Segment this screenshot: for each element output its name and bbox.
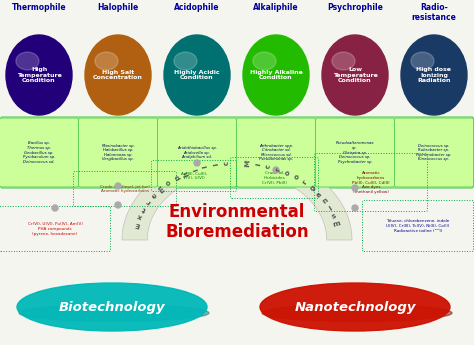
Ellipse shape <box>6 35 72 115</box>
Text: e: e <box>151 191 158 198</box>
Circle shape <box>115 202 121 208</box>
Text: h: h <box>182 169 190 177</box>
Ellipse shape <box>322 35 388 115</box>
Text: Arthrobacter spp.
Citrobacter sd.
Micrococcus sd.
Pseudomonas sp.: Arthrobacter spp. Citrobacter sd. Microc… <box>259 144 293 161</box>
Text: Acidophile: Acidophile <box>174 3 220 12</box>
Text: Marinobacter sp.
Halobacillus sp.
Halomonas sp.
Vergibacillus sp.: Marinobacter sp. Halobacillus sp. Halomo… <box>101 144 135 161</box>
Text: r: r <box>301 179 309 186</box>
FancyBboxPatch shape <box>1 117 473 188</box>
Text: As(III), Cu(II),
V(V), U(VI): As(III), Cu(II), V(V), U(VI) <box>181 172 207 180</box>
Text: c: c <box>223 161 229 165</box>
Circle shape <box>273 167 279 173</box>
Text: o: o <box>284 169 292 176</box>
Text: Nanotechnology: Nanotechnology <box>294 300 416 314</box>
Text: High Salt
Concentration: High Salt Concentration <box>93 70 143 80</box>
Text: Crude oil, diesel, jet fuel
Aromatic hydrocarbons: Crude oil, diesel, jet fuel Aromatic hyd… <box>100 185 150 193</box>
Text: m: m <box>156 183 166 193</box>
Ellipse shape <box>253 52 276 70</box>
FancyBboxPatch shape <box>316 118 394 187</box>
Text: High dose
Ionizing
Radiation: High dose Ionizing Radiation <box>417 67 452 83</box>
Text: M: M <box>245 159 251 167</box>
Ellipse shape <box>243 35 309 115</box>
Text: Biotechnology: Biotechnology <box>59 300 165 314</box>
Circle shape <box>352 205 358 211</box>
Text: o: o <box>293 174 301 181</box>
Text: n: n <box>321 197 329 205</box>
Text: Highly Acidic
Condition: Highly Acidic Condition <box>174 70 220 80</box>
Text: g: g <box>309 184 317 192</box>
Text: l: l <box>202 165 209 168</box>
Text: Psychrophile: Psychrophile <box>327 3 383 12</box>
Text: i: i <box>255 162 261 166</box>
Text: Halophile: Halophile <box>97 3 138 12</box>
FancyBboxPatch shape <box>79 118 157 187</box>
Text: Radio-
resistance: Radio- resistance <box>411 3 456 22</box>
Ellipse shape <box>174 52 197 70</box>
Ellipse shape <box>332 52 355 70</box>
Text: Alkaliphile: Alkaliphile <box>253 3 299 12</box>
Text: r: r <box>275 167 282 172</box>
Text: Low
Temperature
Condition: Low Temperature Condition <box>333 67 377 83</box>
Text: i: i <box>213 162 219 166</box>
Ellipse shape <box>19 305 209 322</box>
Text: a: a <box>316 191 323 198</box>
Text: o: o <box>165 179 173 186</box>
Text: Thermophile: Thermophile <box>12 3 66 12</box>
Ellipse shape <box>16 52 39 70</box>
Ellipse shape <box>401 35 467 115</box>
Text: Aromatic
hydrocarbons
Pb(II), Cu(II), Cd(II)
Azo dyes
(methanil yellow): Aromatic hydrocarbons Pb(II), Cu(II), Cd… <box>352 171 390 194</box>
Text: s: s <box>330 213 337 220</box>
FancyBboxPatch shape <box>0 118 79 187</box>
Text: Cr(VI), U(VI), Pu(IV), Am(V)
PHA compounds
(pyrene, hexadecane): Cr(VI), U(VI), Pu(IV), Am(V) PHA compoun… <box>27 223 82 236</box>
Text: Bacillus sp.
Thermus sp.
Geobacillus sp.
Pyrobaculum sp.
Deinococcus sd.: Bacillus sp. Thermus sp. Geobacillus sp.… <box>23 141 55 164</box>
FancyBboxPatch shape <box>157 118 237 187</box>
Text: i: i <box>328 205 333 212</box>
Text: r: r <box>146 198 152 205</box>
Circle shape <box>52 205 58 211</box>
Text: Environmental
Bioremediation: Environmental Bioremediation <box>165 203 309 242</box>
Text: x: x <box>137 213 144 220</box>
Ellipse shape <box>411 52 434 70</box>
Text: c: c <box>265 164 272 169</box>
Text: Toluene, chlorobenzene, indole
U(IV), Cr(III), Tc(IV), Ni(II), Co(II)
Radioactiv: Toluene, chlorobenzene, indole U(IV), Cr… <box>386 219 450 233</box>
Circle shape <box>194 160 200 166</box>
Ellipse shape <box>17 283 207 331</box>
Text: Highly Alkaline
Condition: Highly Alkaline Condition <box>250 70 302 80</box>
Ellipse shape <box>164 35 230 115</box>
Ellipse shape <box>95 52 118 70</box>
Text: High
Temperature
Condition: High Temperature Condition <box>17 67 62 83</box>
Text: Acidothiobacillus sp.
Acidocella sp.
Acidiphilium sd.: Acidothiobacillus sp. Acidocella sp. Aci… <box>177 146 217 159</box>
Polygon shape <box>122 152 352 240</box>
Text: m: m <box>332 220 341 228</box>
Text: t: t <box>141 205 147 212</box>
FancyBboxPatch shape <box>394 118 474 187</box>
Circle shape <box>115 183 121 189</box>
Text: Deinococcus sp.
Rubrobacter sp.
Hymenobacter sp.
Kineococcus sp.: Deinococcus sp. Rubrobacter sp. Hymenoba… <box>416 144 452 161</box>
Text: E: E <box>134 220 141 227</box>
Text: p: p <box>173 174 181 181</box>
Ellipse shape <box>260 283 450 331</box>
Circle shape <box>352 185 358 191</box>
Ellipse shape <box>262 305 452 322</box>
Text: i: i <box>192 167 199 171</box>
Text: Pseudoalteromonas
sp.
Gleispira sp.
Deinococcus sp.
Psychrobacter sp.: Pseudoalteromonas sp. Gleispira sp. Dein… <box>336 141 374 164</box>
Ellipse shape <box>85 35 151 115</box>
FancyBboxPatch shape <box>237 118 316 187</box>
Text: Crude oil,
Herbicides
Cr(VI), Pb(II): Crude oil, Herbicides Cr(VI), Pb(II) <box>262 171 287 185</box>
